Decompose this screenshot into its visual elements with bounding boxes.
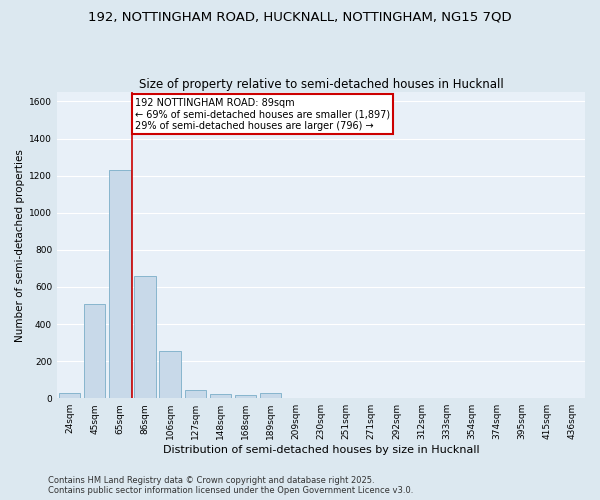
Bar [134,276,156,398]
Bar [185,390,206,398]
Title: Size of property relative to semi-detached houses in Hucknall: Size of property relative to semi-detach… [139,78,503,91]
Bar [235,396,256,398]
Text: 192 NOTTINGHAM ROAD: 89sqm
← 69% of semi-detached houses are smaller (1,897)
29%: 192 NOTTINGHAM ROAD: 89sqm ← 69% of semi… [135,98,390,131]
Text: 192, NOTTINGHAM ROAD, HUCKNALL, NOTTINGHAM, NG15 7QD: 192, NOTTINGHAM ROAD, HUCKNALL, NOTTINGH… [88,10,512,23]
X-axis label: Distribution of semi-detached houses by size in Hucknall: Distribution of semi-detached houses by … [163,445,479,455]
Y-axis label: Number of semi-detached properties: Number of semi-detached properties [15,149,25,342]
Bar [210,394,231,398]
Bar [260,392,281,398]
Text: Contains HM Land Registry data © Crown copyright and database right 2025.
Contai: Contains HM Land Registry data © Crown c… [48,476,413,495]
Bar [160,351,181,398]
Bar [84,304,106,398]
Bar [109,170,131,398]
Bar [59,392,80,398]
